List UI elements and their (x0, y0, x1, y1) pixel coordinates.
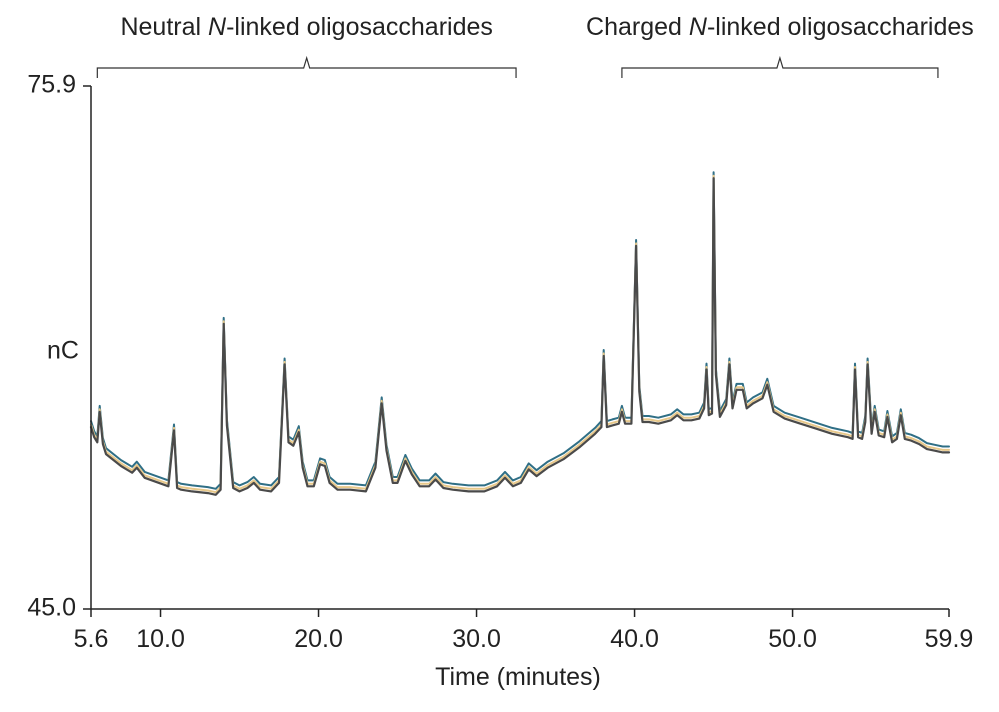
x-ticks: 5.6 10.0 20.0 30.0 40.0 50.0 59.9 (74, 609, 974, 653)
group-brackets: Neutral N-linked oligosaccharides Charged… (96, 13, 974, 78)
group-bracket-2 (621, 55, 939, 78)
x-tick-label: 50.0 (768, 625, 817, 653)
group-label-2: Charged N-linked oligosaccharides (586, 13, 974, 41)
series-line-3 (89, 177, 951, 496)
axes (90, 86, 949, 610)
x-tick-label: 5.6 (74, 625, 109, 653)
y-axis-title: nC (47, 337, 79, 365)
group-bracket-1 (96, 55, 517, 78)
x-tick-label: 59.9 (925, 625, 974, 653)
group-label-1: Neutral N-linked oligosaccharides (120, 13, 492, 41)
y-tick-label: 75.9 (27, 71, 76, 99)
x-tick-label: 30.0 (452, 625, 501, 653)
x-tick-label: 40.0 (610, 625, 659, 653)
y-ticks: 45.0 75.9 (27, 71, 91, 622)
x-axis-title: Time (minutes) (435, 663, 601, 691)
series-line-1 (90, 171, 950, 490)
x-tick-label: 20.0 (294, 625, 343, 653)
series-layer (89, 171, 951, 496)
y-tick-label: 45.0 (27, 594, 76, 622)
series-line-2 (90, 174, 950, 494)
x-tick-label: 10.0 (136, 625, 185, 653)
